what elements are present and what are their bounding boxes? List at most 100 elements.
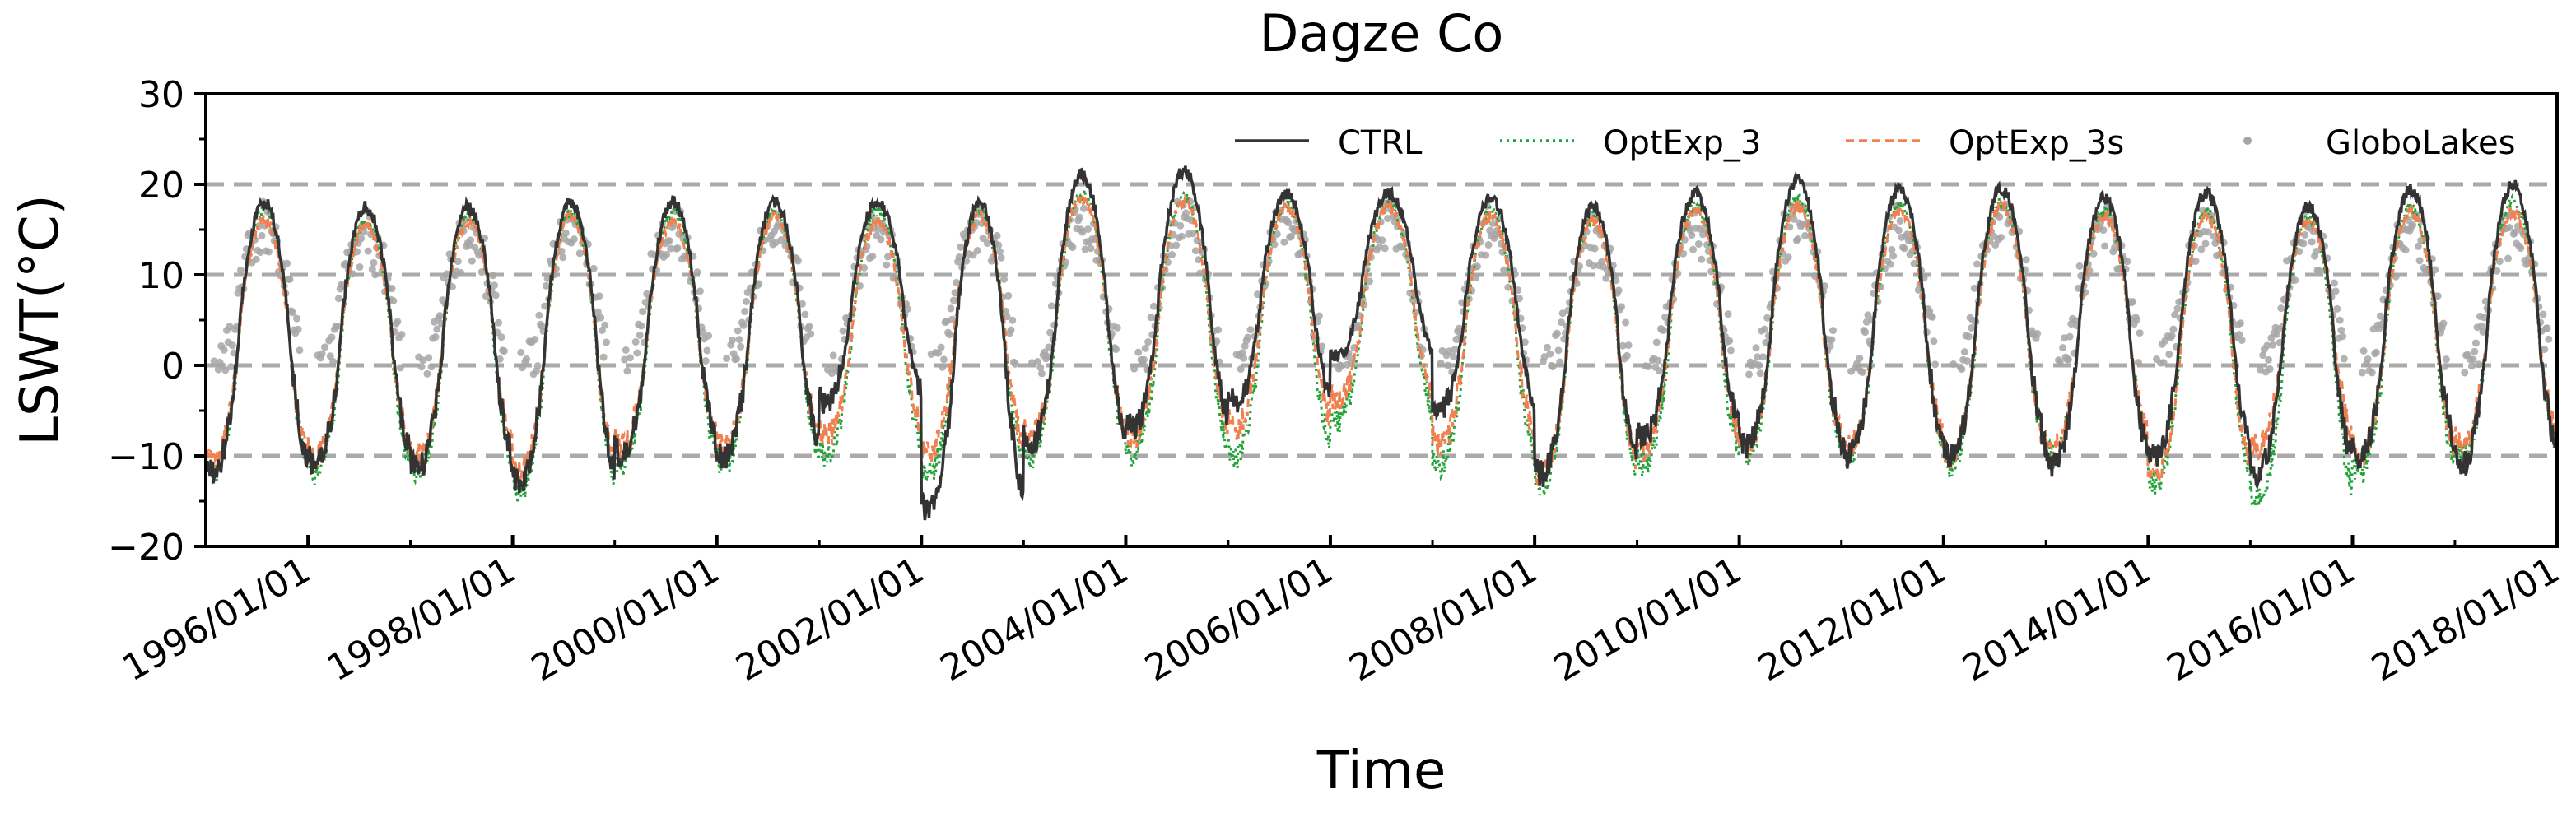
globolakes-point [1069, 244, 1077, 252]
globolakes-point [396, 364, 404, 372]
globolakes-point [2364, 355, 2372, 363]
globolakes-point [2495, 258, 2504, 266]
globolakes-point [1858, 368, 1866, 376]
globolakes-point [1172, 241, 1181, 249]
x-tick-label: 2008/01/01 [1342, 549, 1544, 690]
globolakes-point [995, 248, 1004, 256]
globolakes-point [1724, 310, 1732, 318]
globolakes-point [1591, 244, 1599, 253]
globolakes-point [236, 266, 245, 274]
globolakes-point [1011, 360, 1019, 368]
globolakes-point [2301, 230, 2309, 239]
globolakes-point [364, 247, 372, 255]
globolakes-point [419, 356, 427, 365]
globolakes-point [939, 355, 948, 364]
x-tick-label: 2006/01/01 [1138, 549, 1339, 690]
globolakes-point [805, 323, 813, 331]
globolakes-point [1273, 230, 1281, 238]
globolakes-point [1009, 316, 1017, 324]
globolakes-point [2471, 339, 2480, 347]
globolakes-point [1558, 309, 1567, 318]
globolakes-point [2056, 358, 2064, 366]
globolakes-point [1654, 356, 1662, 365]
globolakes-point [1652, 338, 1661, 346]
globolakes-point [945, 331, 953, 339]
globolakes-point [570, 235, 578, 244]
globolakes-point [1614, 286, 1623, 295]
globolakes-point [1790, 215, 1798, 223]
globolakes-point [1113, 323, 1121, 332]
y-tick-label: 10 [138, 255, 184, 297]
globolakes-point [210, 357, 218, 365]
globolakes-point [2415, 257, 2424, 265]
globolakes-point [1484, 241, 1493, 249]
globolakes-point [1488, 220, 1497, 228]
globolakes-point [1759, 353, 1768, 361]
globolakes-point [869, 252, 877, 260]
globolakes-point [705, 332, 713, 340]
globolakes-point [1556, 358, 1564, 366]
x-axis-label: Time [1316, 741, 1446, 801]
globolakes-point [1622, 318, 1630, 327]
globolakes-point [601, 321, 609, 329]
globolakes-point [1500, 266, 1508, 274]
globolakes-point [1894, 226, 1903, 235]
globolakes-point [1375, 243, 1383, 251]
globolakes-point [318, 350, 326, 358]
globolakes-point [1087, 244, 1095, 253]
globolakes-point [2340, 355, 2348, 363]
globolakes-point [939, 363, 947, 371]
globolakes-point [2263, 341, 2271, 350]
globolakes-point [370, 258, 378, 267]
globolakes-point [1694, 239, 1703, 248]
globolakes-point [394, 318, 402, 326]
globolakes-point [423, 369, 431, 378]
globolakes-point [575, 249, 584, 258]
globolakes-point [2099, 226, 2108, 235]
globolakes-point [2133, 315, 2141, 323]
globolakes-point [2033, 329, 2042, 337]
globolakes-point [228, 341, 236, 350]
globolakes-point [777, 236, 785, 244]
globolakes-point [1862, 318, 1870, 326]
y-axis-label: LSWT(°C) [10, 194, 71, 445]
globolakes-point [2475, 360, 2483, 369]
globolakes-point [1315, 312, 1323, 320]
globolakes-point [1829, 327, 1838, 335]
globolakes-point [334, 295, 342, 303]
globolakes-point [1134, 348, 1143, 356]
globolakes-point [1644, 362, 1652, 370]
globolakes-point [2368, 369, 2376, 377]
globolakes-point [1624, 341, 1633, 350]
globolakes-point [2089, 249, 2098, 258]
globolakes-point [2136, 329, 2144, 337]
globolakes-point [1828, 336, 1836, 344]
globolakes-point [489, 272, 497, 280]
globolakes-point [1970, 284, 1978, 292]
globolakes-point [1889, 252, 1898, 260]
globolakes-point [1543, 343, 1551, 351]
globolakes-point [2431, 266, 2439, 274]
globolakes-point [860, 263, 869, 272]
globolakes-point [1756, 369, 1764, 378]
globolakes-point [2539, 310, 2547, 318]
globolakes-point [467, 236, 475, 244]
globolakes-point [2517, 244, 2525, 253]
globolakes-point [357, 235, 366, 243]
globolakes-point [1004, 291, 1013, 300]
globolakes-point [1888, 245, 1896, 253]
globolakes-point [951, 289, 959, 297]
globolakes-point [1997, 233, 2005, 241]
globolakes-point [1141, 344, 1149, 352]
globolakes-point [1075, 213, 1083, 221]
globolakes-point [541, 302, 549, 310]
y-tick-label: 30 [138, 74, 184, 116]
globolakes-point [292, 314, 300, 323]
globolakes-point [1036, 364, 1045, 372]
globolakes-point [2331, 287, 2340, 295]
globolakes-point [807, 330, 815, 338]
globolakes-point [2269, 341, 2277, 349]
globolakes-point [1656, 367, 1664, 375]
globolakes-point [2479, 328, 2487, 336]
globolakes-point [1398, 243, 1406, 251]
